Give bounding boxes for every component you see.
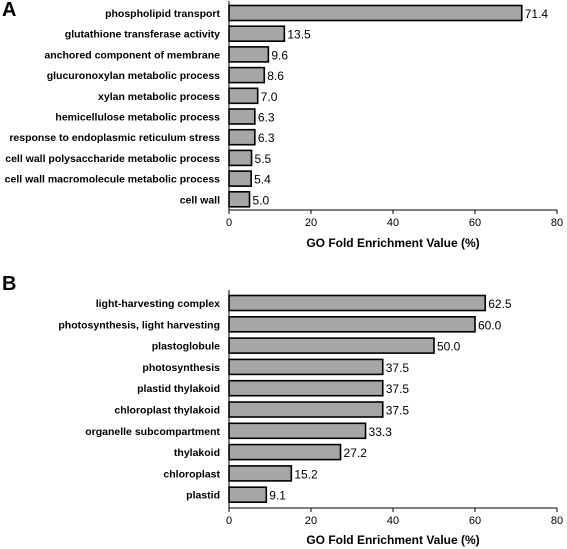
- panel-a-x-tick-label: 20: [305, 217, 317, 229]
- panel-a-bar: [228, 149, 253, 167]
- panel-b-x-tick-label: 0: [226, 515, 232, 527]
- panel-b-x-tick-label: 80: [551, 515, 563, 527]
- panel-a-bar: [228, 46, 270, 63]
- panel-a-category-label: hemicellulose metabolic process: [55, 112, 220, 124]
- panel-b-value-label: 33.3: [369, 425, 393, 439]
- panel-b-value-label: 9.1: [269, 489, 286, 503]
- panel-a-value-label: 6.3: [258, 131, 275, 145]
- panel-a-value-label: 7.0: [261, 90, 278, 104]
- panel-b-category-label: plastoglobule: [152, 341, 220, 353]
- panel-a-bar: [228, 66, 266, 84]
- panel-b-value-label: 60.0: [478, 318, 502, 332]
- panel-a-value-label: 8.6: [267, 69, 284, 83]
- panel-b-bar: [228, 401, 384, 418]
- panel-b-bar: [228, 465, 293, 482]
- panel-b-bar: [228, 486, 268, 504]
- panel-b-value-label: 50.0: [437, 340, 461, 354]
- panel-a-bar: [228, 108, 256, 125]
- panel-b-chart: B light-harvesting complex 62.5 photosynth…: [2, 273, 563, 547]
- panel-a-bar: [228, 25, 286, 43]
- panel-b-bar: [228, 422, 367, 440]
- panel-a-value-label: 5.4: [254, 173, 271, 187]
- panel-b-x-tick-label: 60: [469, 515, 481, 527]
- panel-b-category-label: chloroplast thylakoid: [114, 405, 220, 417]
- panel-a-bar: [228, 191, 251, 208]
- panel-a-bars: phospholipid transport 71.4 glutathione tr…: [5, 4, 549, 208]
- panel-b-x-tick-label: 40: [387, 515, 399, 527]
- panel-a-category-label: anchored component of membrane: [44, 49, 220, 61]
- panel-b-bar: [228, 337, 435, 354]
- panel-b-value-label: 62.5: [488, 297, 512, 311]
- panel-b-value-label: 15.2: [294, 467, 318, 481]
- panel-a-bar: [228, 170, 252, 187]
- panel-b-bar: [228, 443, 342, 461]
- panel-b-category-label: thylakoid: [174, 447, 220, 459]
- panel-a-x-axis-title: GO Fold Enrichment Value (%): [306, 236, 479, 250]
- panel-b-category-label: photosynthesis: [142, 362, 220, 374]
- panel-a-x-tick-label: 0: [226, 217, 232, 229]
- panel-a-category-label: glutathione transferase activity: [65, 29, 220, 41]
- panel-a-value-label: 13.5: [287, 28, 311, 42]
- panel-b-value-label: 37.5: [386, 404, 410, 418]
- panel-b-value-label: 37.5: [386, 361, 410, 375]
- panel-b-x-axis-title: GO Fold Enrichment Value (%): [306, 533, 479, 547]
- panel-b-category-label: light-harvesting complex: [96, 298, 220, 310]
- panel-b-x-tick-label: 20: [305, 515, 317, 527]
- panel-a-value-label: 5.0: [253, 193, 270, 207]
- panel-a-category-label: cell wall: [180, 194, 220, 206]
- panel-a-category-label: xylan metabolic process: [98, 91, 220, 103]
- panel-b-category-label: photosynthesis, light harvesting: [58, 319, 220, 331]
- panel-a-x-tick-label: 80: [551, 217, 563, 229]
- panel-a-chart: A phospholipid transport 71.4 glutathione …: [2, 0, 563, 250]
- panel-b-bar: [228, 358, 384, 376]
- panel-b-bar: [228, 294, 487, 312]
- panel-b-bars: light-harvesting complex 62.5 photosynthes…: [58, 294, 512, 504]
- panel-a-value-label: 71.4: [525, 7, 549, 21]
- panel-a-category-label: cell wall polysaccharide metabolic proce…: [5, 153, 220, 165]
- panel-b-value-label: 37.5: [386, 382, 410, 396]
- panel-b-bar: [228, 315, 476, 333]
- panel-b-letter: B: [2, 273, 16, 295]
- panel-a-bar: [228, 4, 523, 22]
- panel-a-category-label: response to endoplasmic reticulum stress: [9, 132, 220, 144]
- panel-a-bar: [228, 87, 259, 105]
- panel-a-value-label: 5.5: [255, 152, 272, 166]
- panel-b-bar: [228, 379, 384, 397]
- panel-a-category-label: cell wall macromolecule metabolic proces…: [5, 174, 221, 186]
- panel-a-category-label: glucuronoxylan metabolic process: [47, 70, 220, 82]
- panel-b-category-label: plastid thylakoid: [137, 383, 220, 395]
- panel-b-category-label: organelle subcompartment: [85, 426, 220, 438]
- panel-a-letter: A: [2, 0, 16, 21]
- panel-a-bar: [228, 128, 256, 146]
- panel-b-category-label: chloroplast: [163, 468, 220, 480]
- panel-b-value-label: 27.2: [344, 446, 368, 460]
- panel-b-x-ticks: 0 20 40 60 80: [226, 508, 563, 527]
- panel-a-x-tick-label: 40: [387, 217, 399, 229]
- panel-a-x-tick-label: 60: [469, 217, 481, 229]
- panel-a-value-label: 6.3: [258, 111, 275, 125]
- panel-a-value-label: 9.6: [271, 48, 288, 62]
- panel-b-category-label: plastid: [186, 490, 220, 502]
- panel-a-category-label: phospholipid transport: [105, 8, 220, 20]
- panel-a-x-ticks: 0 20 40 60 80: [226, 210, 563, 229]
